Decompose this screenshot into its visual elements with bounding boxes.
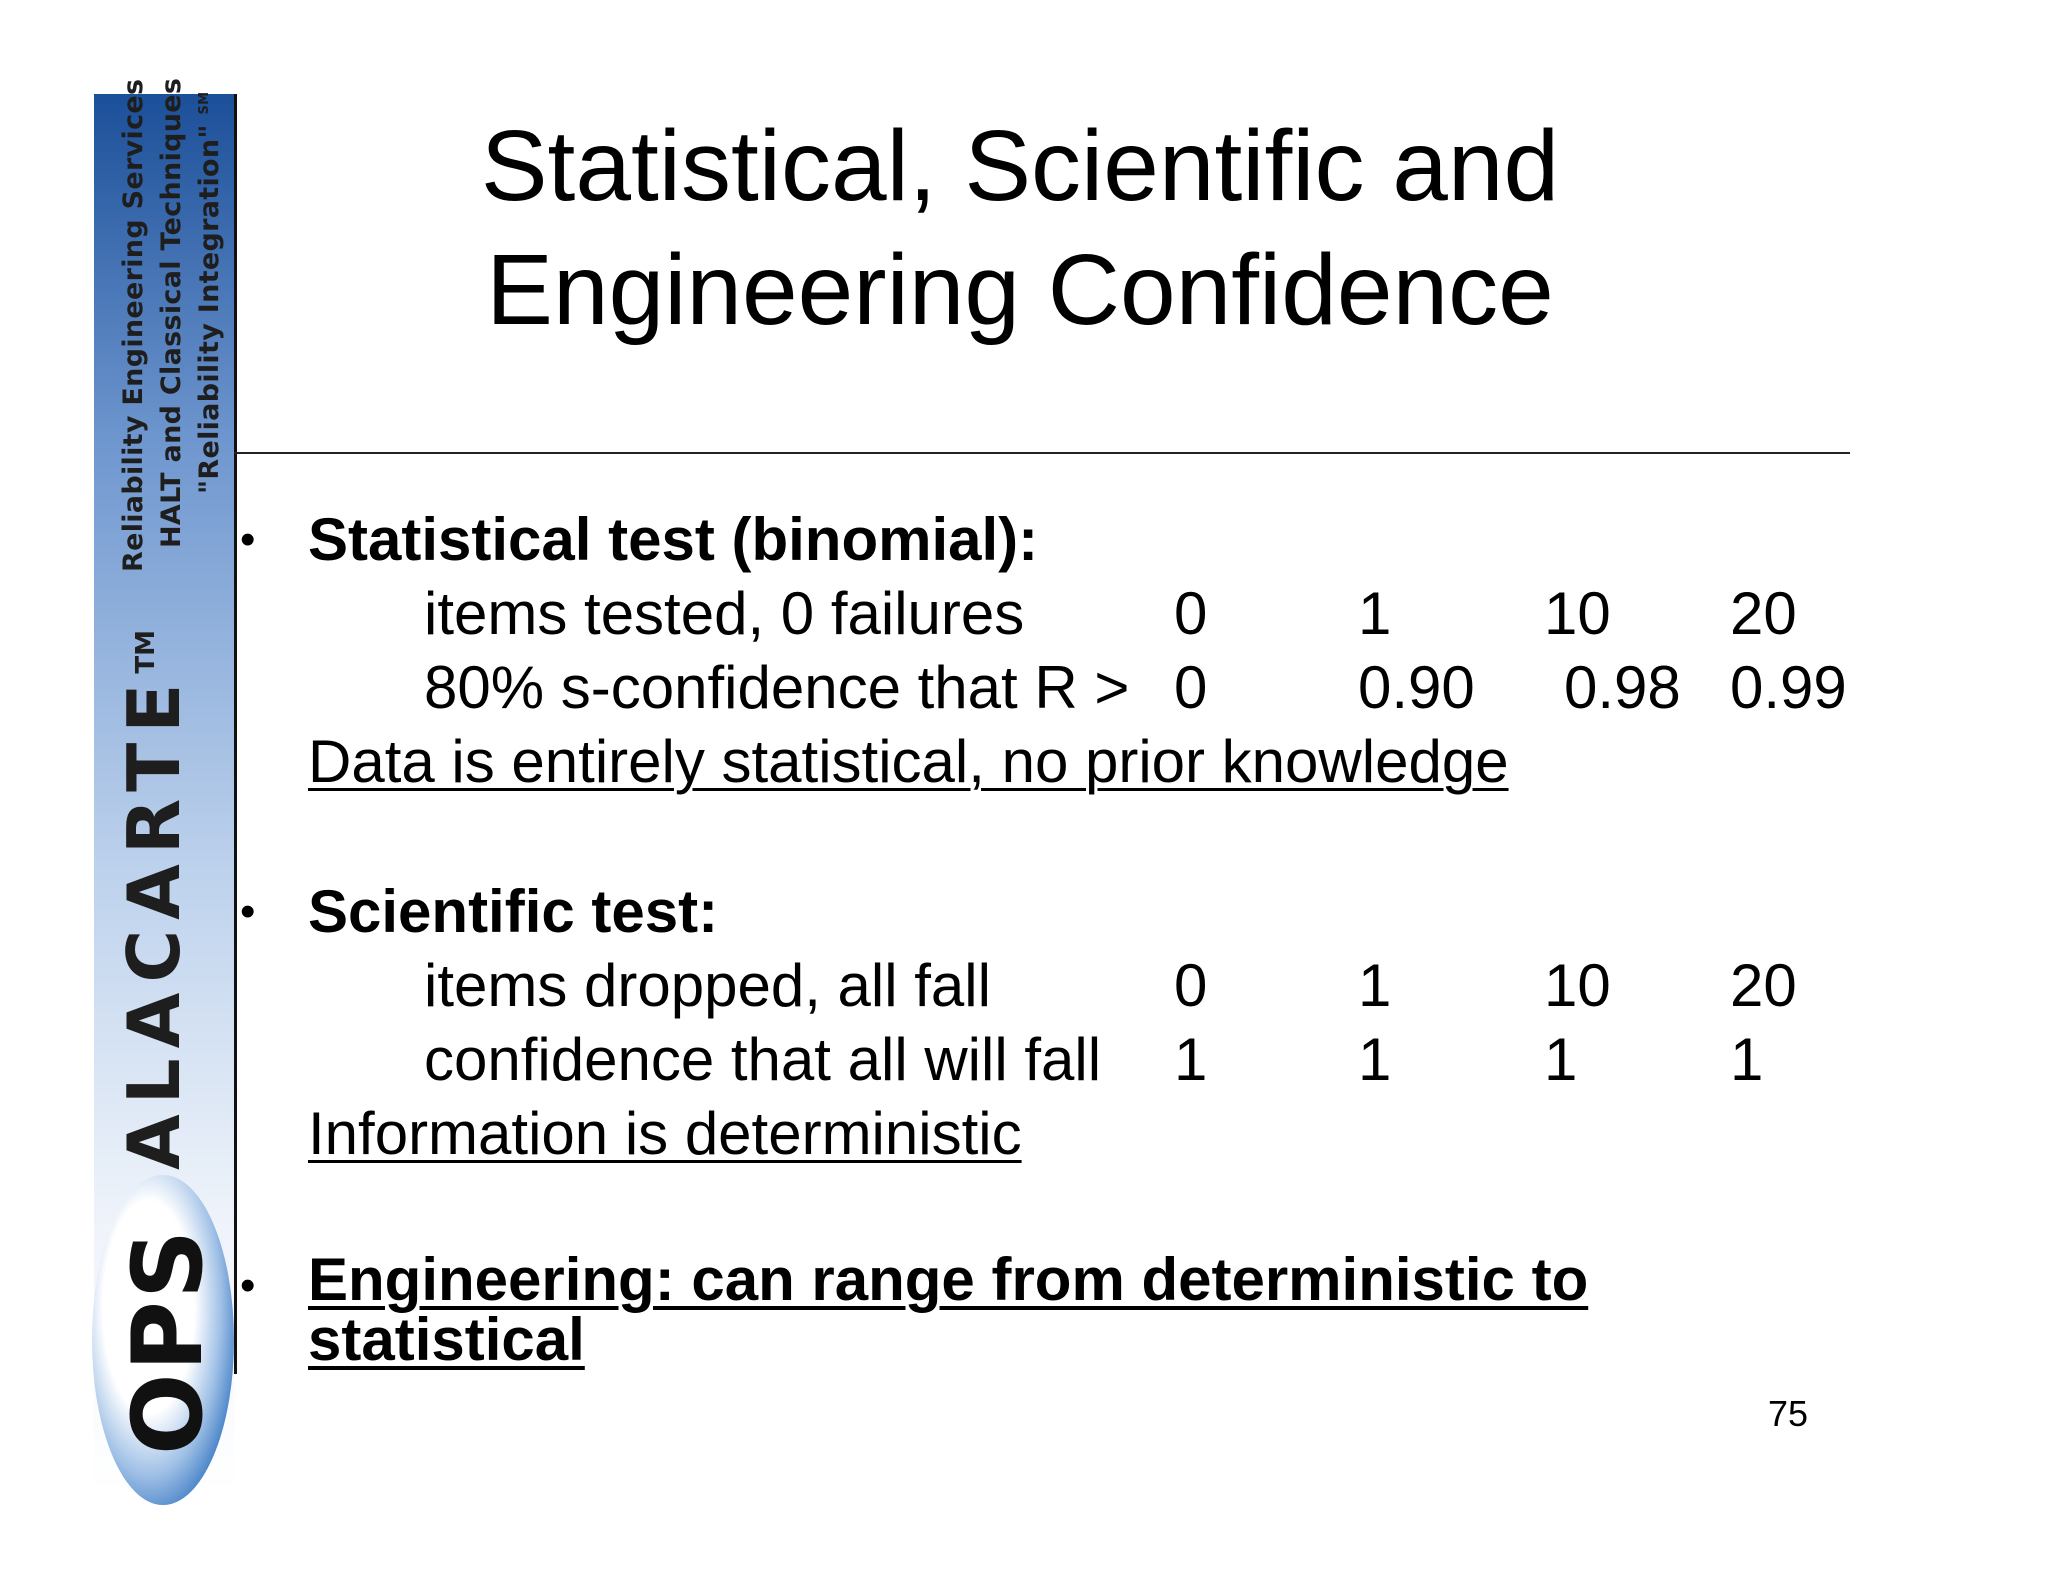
sidebar-tagline-integration: "Reliability Integration" SM bbox=[194, 91, 225, 494]
slide-title: Statistical, Scientific and Engineering … bbox=[240, 104, 1800, 352]
scientific-row2-value: 1 bbox=[1358, 1026, 1392, 1093]
trademark-mark: TM bbox=[131, 630, 161, 674]
bullet-scientific: • bbox=[240, 887, 256, 936]
statistical-row1-value: 10 bbox=[1544, 580, 1611, 647]
brand-name: ALACARTETM bbox=[112, 630, 196, 1170]
scientific-row1-value: 20 bbox=[1730, 952, 1797, 1019]
statistical-row2-label: 80% s-confidence that R > bbox=[424, 654, 1130, 721]
scientific-row2-value: 1 bbox=[1174, 1026, 1208, 1093]
scientific-row1-value: 1 bbox=[1358, 952, 1392, 1019]
statistical-row2-value: 0.98 bbox=[1564, 654, 1681, 721]
bullet-statistical: • bbox=[240, 515, 256, 564]
scientific-note: Information is deterministic bbox=[308, 1100, 1022, 1167]
statistical-heading: Statistical test (binomial): bbox=[308, 506, 1039, 573]
service-mark: SM bbox=[197, 91, 212, 115]
statistical-row2-value: 0 bbox=[1174, 654, 1208, 721]
page-number: 75 bbox=[1768, 1393, 1809, 1434]
scientific-heading: Scientific test: bbox=[308, 878, 719, 945]
statistical-row2-value: 0.90 bbox=[1358, 654, 1475, 721]
statistical-row1-value: 0 bbox=[1174, 580, 1208, 647]
title-divider bbox=[234, 452, 1850, 454]
statistical-row1-value: 1 bbox=[1358, 580, 1392, 647]
title-line-2: Engineering Confidence bbox=[486, 234, 1554, 346]
ops-logo-text: OPS bbox=[112, 1227, 224, 1455]
sidebar-tagline-services: Reliability Engineering Services bbox=[118, 78, 149, 572]
title-line-1: Statistical, Scientific and bbox=[480, 110, 1560, 222]
scientific-row1-label: items dropped, all fall bbox=[424, 952, 991, 1019]
engineering-heading-line-1: Engineering: can range from deterministi… bbox=[308, 1246, 1589, 1313]
scientific-row1-value: 0 bbox=[1174, 952, 1208, 1019]
sidebar-divider bbox=[234, 94, 237, 1374]
statistical-row2-value: 0.99 bbox=[1730, 654, 1847, 721]
statistical-row1-value: 20 bbox=[1730, 580, 1797, 647]
statistical-row1-label: items tested, 0 failures bbox=[424, 580, 1025, 647]
sidebar-tagline-halt: HALT and Classical Techniques bbox=[156, 77, 187, 548]
scientific-row1-value: 10 bbox=[1544, 952, 1611, 1019]
scientific-row2-value: 1 bbox=[1544, 1026, 1578, 1093]
scientific-row2-label: confidence that all will fall bbox=[424, 1026, 1102, 1093]
engineering-heading-line-2: statistical bbox=[308, 1306, 585, 1373]
ops-logo-icon bbox=[92, 1175, 234, 1505]
scientific-row2-value: 1 bbox=[1730, 1026, 1764, 1093]
statistical-note: Data is entirely statistical, no prior k… bbox=[308, 728, 1509, 795]
bullet-engineering: • bbox=[240, 1261, 256, 1310]
